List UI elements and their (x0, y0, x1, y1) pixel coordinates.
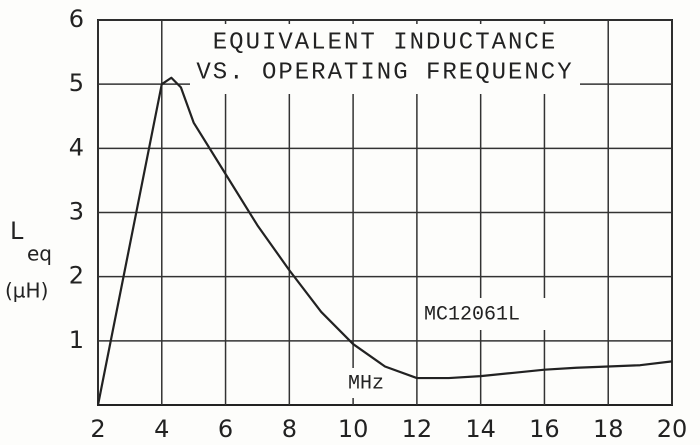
y-tick-label: 2 (69, 262, 84, 290)
y-tick-label: 4 (69, 133, 84, 161)
x-tick-label: 12 (402, 415, 433, 443)
x-tick-label: 6 (218, 415, 233, 443)
x-tick-label: 16 (529, 415, 560, 443)
title-backdrop (190, 24, 580, 94)
annotation-backdrop (418, 298, 558, 330)
chart-title: EQUIVALENT INDUCTANCE (213, 29, 557, 56)
annotation-backdrop (345, 368, 395, 398)
x-tick-label: 8 (282, 415, 297, 443)
x-tick-label: 18 (593, 415, 624, 443)
y-axis-label-subscript: eq (27, 242, 52, 266)
x-tick-label: 2 (90, 415, 105, 443)
annotation: MHz (348, 372, 384, 395)
y-tick-label: 6 (69, 5, 84, 33)
annotation: MC12061L (424, 303, 520, 326)
x-tick-label: 4 (154, 415, 169, 443)
y-tick-label: 1 (69, 326, 84, 354)
y-axis-label: L (10, 217, 24, 245)
data-line (96, 76, 673, 406)
y-tick-label: 5 (69, 69, 84, 97)
y-axis-unit: (µH) (5, 279, 48, 303)
y-tick-label: 3 (69, 198, 84, 226)
chart-title: VS. OPERATING FREQUENCY (196, 59, 573, 86)
x-tick-label: 14 (465, 415, 496, 443)
x-tick-label: 20 (657, 415, 688, 443)
x-tick-label: 10 (338, 415, 369, 443)
